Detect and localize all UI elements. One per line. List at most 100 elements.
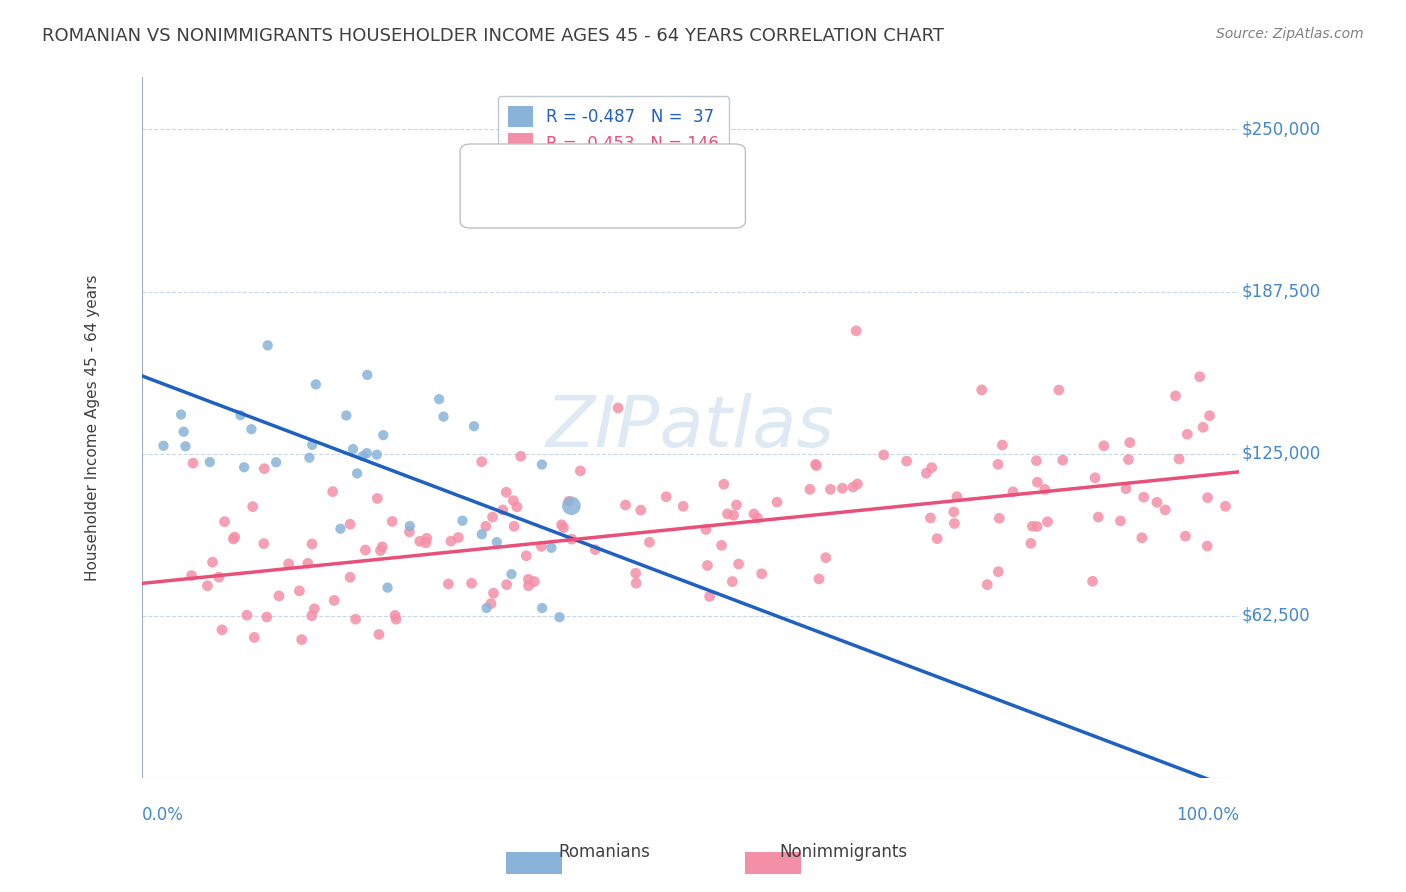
Point [1092, 439, 1115, 453]
Point [1025, 453, 1047, 467]
Point [236, 608, 259, 623]
Point [481, 510, 503, 524]
Point [842, 480, 865, 494]
Point [583, 542, 606, 557]
Point [607, 401, 630, 415]
Point [1047, 383, 1070, 397]
Point [1154, 503, 1177, 517]
Point [495, 485, 517, 500]
Point [1119, 435, 1142, 450]
Legend: R = -0.487   N =  37, R =  0.453   N = 146: R = -0.487 N = 37, R = 0.453 N = 146 [498, 96, 730, 163]
Point [323, 593, 346, 607]
Point [198, 455, 221, 469]
Point [409, 534, 432, 549]
Point [553, 521, 575, 535]
Point [356, 368, 378, 382]
Point [1118, 452, 1140, 467]
Point [696, 558, 718, 573]
Point [180, 568, 202, 582]
Point [509, 450, 531, 464]
Point [1174, 529, 1197, 543]
Point [766, 495, 789, 509]
Point [264, 455, 287, 469]
Text: Romanians: Romanians [558, 843, 651, 861]
Point [243, 631, 266, 645]
Point [987, 458, 1010, 472]
Point [846, 477, 869, 491]
Text: 100.0%: 100.0% [1177, 806, 1239, 824]
Point [214, 515, 236, 529]
Point [415, 536, 437, 550]
Point [482, 586, 505, 600]
Point [695, 523, 717, 537]
Point [222, 532, 245, 546]
Point [1021, 519, 1043, 533]
Point [915, 467, 938, 481]
Point [530, 458, 553, 472]
Point [723, 508, 745, 523]
Text: Householder Income Ages 45 - 64 years: Householder Income Ages 45 - 64 years [84, 275, 100, 581]
Point [1146, 495, 1168, 509]
Point [256, 610, 278, 624]
Point [515, 549, 537, 563]
Point [301, 537, 323, 551]
Point [440, 534, 463, 549]
Point [201, 555, 224, 569]
Point [721, 574, 744, 589]
Point [808, 572, 831, 586]
Text: $250,000: $250,000 [1241, 120, 1320, 138]
Point [1033, 483, 1056, 497]
Point [970, 383, 993, 397]
Point [352, 449, 374, 463]
Point [927, 532, 949, 546]
Point [1001, 484, 1024, 499]
Point [548, 610, 571, 624]
Point [1130, 531, 1153, 545]
Text: $187,500: $187,500 [1241, 283, 1320, 301]
Point [506, 500, 529, 514]
Point [301, 438, 323, 452]
Point [987, 565, 1010, 579]
Point [398, 524, 420, 539]
Point [1115, 482, 1137, 496]
Point [170, 408, 193, 422]
Point [253, 536, 276, 550]
Point [451, 514, 474, 528]
Point [1026, 519, 1049, 533]
Point [896, 454, 918, 468]
Point [716, 507, 738, 521]
Point [501, 567, 523, 582]
Point [471, 455, 494, 469]
Point [946, 490, 969, 504]
Point [152, 439, 174, 453]
Point [502, 493, 524, 508]
Point [197, 579, 219, 593]
Point [530, 540, 553, 554]
Point [366, 448, 388, 462]
Point [1081, 574, 1104, 589]
Point [569, 464, 592, 478]
Point [463, 419, 485, 434]
Point [398, 519, 420, 533]
Point [233, 460, 256, 475]
Point [342, 442, 364, 456]
Point [1188, 369, 1211, 384]
Point [806, 458, 828, 473]
Point [366, 491, 388, 506]
Point [475, 601, 498, 615]
Point [256, 338, 278, 352]
Point [976, 577, 998, 591]
Text: $125,000: $125,000 [1241, 445, 1320, 463]
Point [298, 450, 321, 465]
Point [624, 576, 647, 591]
Point [672, 500, 695, 514]
Point [479, 597, 502, 611]
Point [384, 608, 406, 623]
Point [329, 522, 352, 536]
Point [655, 490, 678, 504]
Point [277, 557, 299, 571]
Point [475, 519, 498, 533]
Point [725, 498, 748, 512]
Point [370, 543, 392, 558]
Point [699, 590, 721, 604]
